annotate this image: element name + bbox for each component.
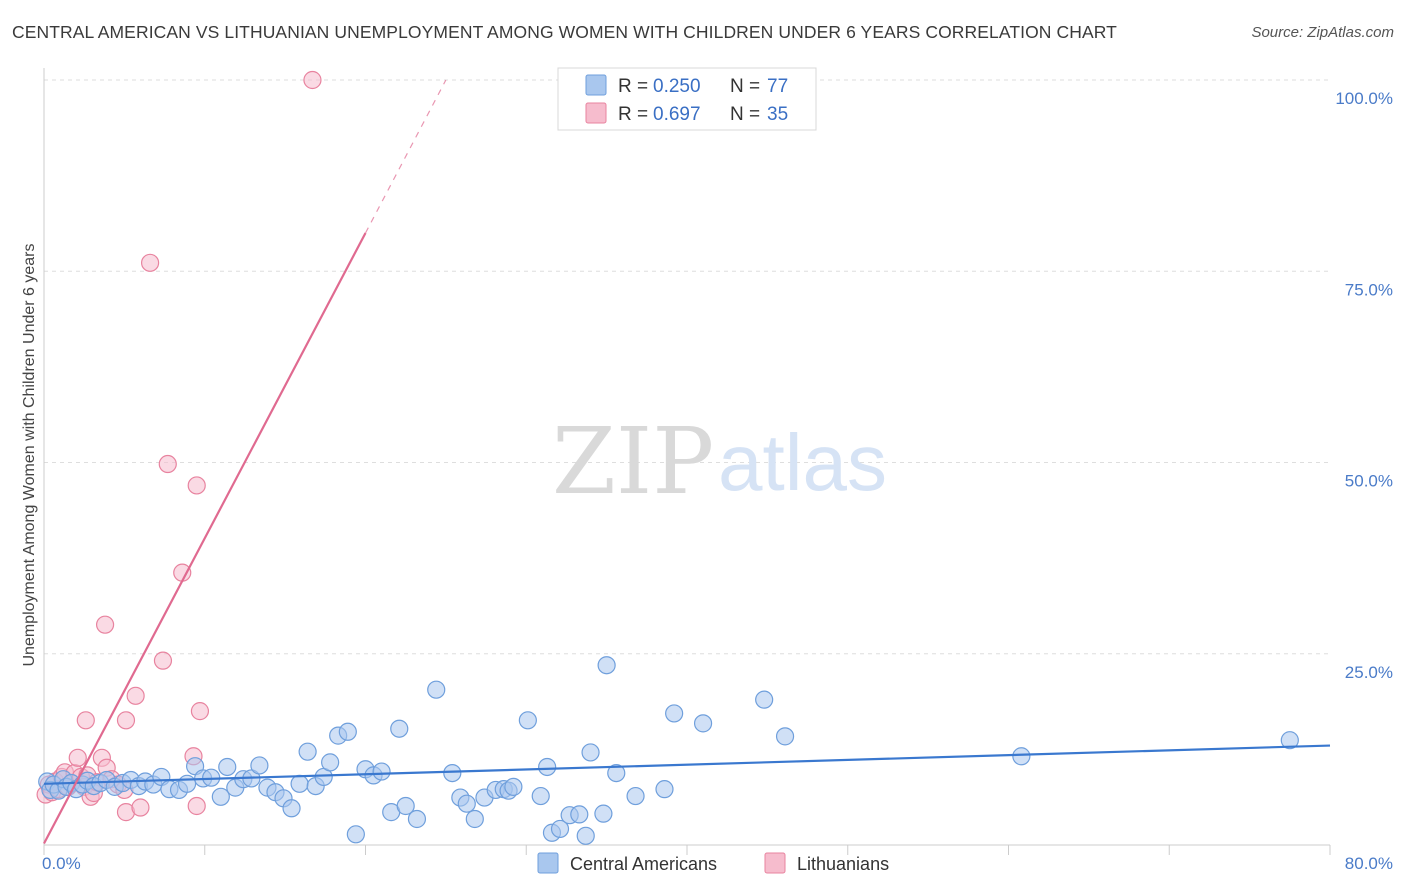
central-americans-point-80 bbox=[1280, 731, 1299, 750]
central-americans-point-36 bbox=[290, 774, 309, 793]
lithuanians-point-31 bbox=[95, 615, 115, 634]
trend-lines bbox=[43, 79, 1331, 844]
legend-n-value-2: 35 bbox=[767, 104, 788, 125]
central-americans-point-76 bbox=[693, 714, 713, 733]
central-americans-point-26 bbox=[211, 787, 230, 806]
central-americans-point-67 bbox=[570, 805, 589, 824]
central-americans-point-52 bbox=[443, 763, 462, 783]
central-americans-point-27 bbox=[218, 757, 237, 777]
y-tick-label-2: 50.0% bbox=[1345, 472, 1393, 491]
lithuanians-point-25 bbox=[126, 686, 145, 705]
central-americans-point-40 bbox=[321, 753, 340, 772]
legend-swatch-pink bbox=[585, 102, 607, 124]
lithuanians-points bbox=[36, 70, 322, 822]
central-americans-point-72 bbox=[607, 763, 626, 783]
source-label: Source: ZipAtlas.com bbox=[1251, 24, 1394, 41]
lithuanians-point-33 bbox=[190, 702, 210, 721]
y-axis-label: Unemployment Among Women with Children U… bbox=[21, 243, 38, 666]
top-legend: R = 0.250 N = 77 R = 0.697 N = 35 bbox=[557, 67, 817, 131]
central-americans-point-69 bbox=[581, 743, 600, 762]
central-americans-point-43 bbox=[346, 825, 365, 844]
central-americans-points bbox=[38, 656, 1299, 845]
central-americans-point-65 bbox=[550, 819, 570, 839]
central-americans-point-73 bbox=[626, 786, 645, 806]
watermark-atlas: atlas bbox=[718, 418, 887, 507]
lithuanians-trend-line bbox=[43, 232, 367, 844]
central-americans-point-54 bbox=[457, 794, 476, 813]
axes bbox=[43, 68, 1331, 855]
central-americans-point-79 bbox=[1012, 747, 1031, 766]
lithuanians-point-29 bbox=[158, 454, 177, 474]
central-americans-point-46 bbox=[372, 762, 391, 781]
lithuanians-point-28 bbox=[153, 651, 173, 670]
central-americans-point-75 bbox=[665, 704, 684, 723]
central-americans-point-55 bbox=[465, 809, 484, 829]
central-americans-point-60 bbox=[504, 777, 523, 796]
legend-r-label-2: R = bbox=[618, 104, 648, 125]
lithuanians-trend-line-extension bbox=[364, 79, 447, 234]
central-americans-point-61 bbox=[518, 711, 537, 730]
central-americans-point-74 bbox=[655, 780, 674, 799]
bottom-legend-label-lithuanians: Lithuanians bbox=[797, 854, 889, 874]
central-americans-point-42 bbox=[338, 722, 357, 741]
y-tick-label-1: 75.0% bbox=[1345, 280, 1393, 299]
central-americans-trend-line bbox=[43, 744, 1331, 785]
central-americans-point-71 bbox=[597, 656, 616, 675]
y-tick-label-3: 25.0% bbox=[1345, 663, 1393, 682]
lithuanians-point-22 bbox=[76, 711, 95, 730]
watermark-zip: ZIP bbox=[552, 408, 714, 515]
x-tick-label-max: 80.0% bbox=[1345, 854, 1393, 873]
central-americans-point-49 bbox=[396, 796, 415, 816]
y-tick-label-0: 100.0% bbox=[1335, 89, 1393, 108]
tick-labels: 100.0% 75.0% 50.0% 25.0% 0.0% 80.0% bbox=[42, 89, 1393, 873]
bottom-legend-swatch-pink bbox=[764, 852, 786, 874]
central-americans-point-78 bbox=[775, 727, 795, 746]
lithuanians-point-10 bbox=[68, 748, 87, 767]
central-americans-point-48 bbox=[390, 719, 409, 738]
central-americans-point-68 bbox=[576, 826, 595, 845]
bottom-legend-swatch-blue bbox=[537, 852, 559, 874]
lithuanians-point-27 bbox=[140, 253, 160, 272]
lithuanians-point-34 bbox=[187, 476, 206, 495]
central-americans-point-51 bbox=[427, 680, 446, 699]
lithuanians-point-26 bbox=[131, 798, 150, 817]
central-americans-point-31 bbox=[250, 756, 269, 775]
central-americans-point-37 bbox=[298, 742, 317, 761]
legend-r-label-1: R = bbox=[618, 76, 648, 97]
legend-n-label-1: N = bbox=[730, 76, 760, 97]
lithuanians-point-24 bbox=[116, 711, 136, 730]
lithuanians-point-35 bbox=[187, 796, 206, 816]
legend-n-label-2: N = bbox=[730, 104, 760, 125]
central-americans-point-22 bbox=[177, 774, 197, 793]
grid-lines bbox=[44, 79, 1330, 655]
central-americans-point-77 bbox=[755, 690, 774, 709]
central-americans-point-62 bbox=[531, 786, 550, 806]
bottom-legend: Central Americans Lithuanians bbox=[537, 852, 889, 874]
lithuanians-point-36 bbox=[303, 70, 322, 90]
legend-r-value-2: 0.697 bbox=[653, 104, 701, 125]
central-americans-point-63 bbox=[538, 757, 557, 777]
legend-n-value-1: 77 bbox=[767, 76, 788, 97]
central-americans-point-35 bbox=[282, 799, 301, 818]
chart-title: CENTRAL AMERICAN VS LITHUANIAN UNEMPLOYM… bbox=[12, 22, 1117, 42]
legend-r-value-1: 0.250 bbox=[653, 76, 701, 97]
central-americans-point-70 bbox=[594, 804, 613, 823]
central-americans-point-50 bbox=[407, 809, 427, 829]
bottom-legend-label-central-americans: Central Americans bbox=[570, 854, 717, 874]
x-tick-label-min: 0.0% bbox=[42, 854, 81, 873]
legend-swatch-blue bbox=[585, 74, 607, 96]
